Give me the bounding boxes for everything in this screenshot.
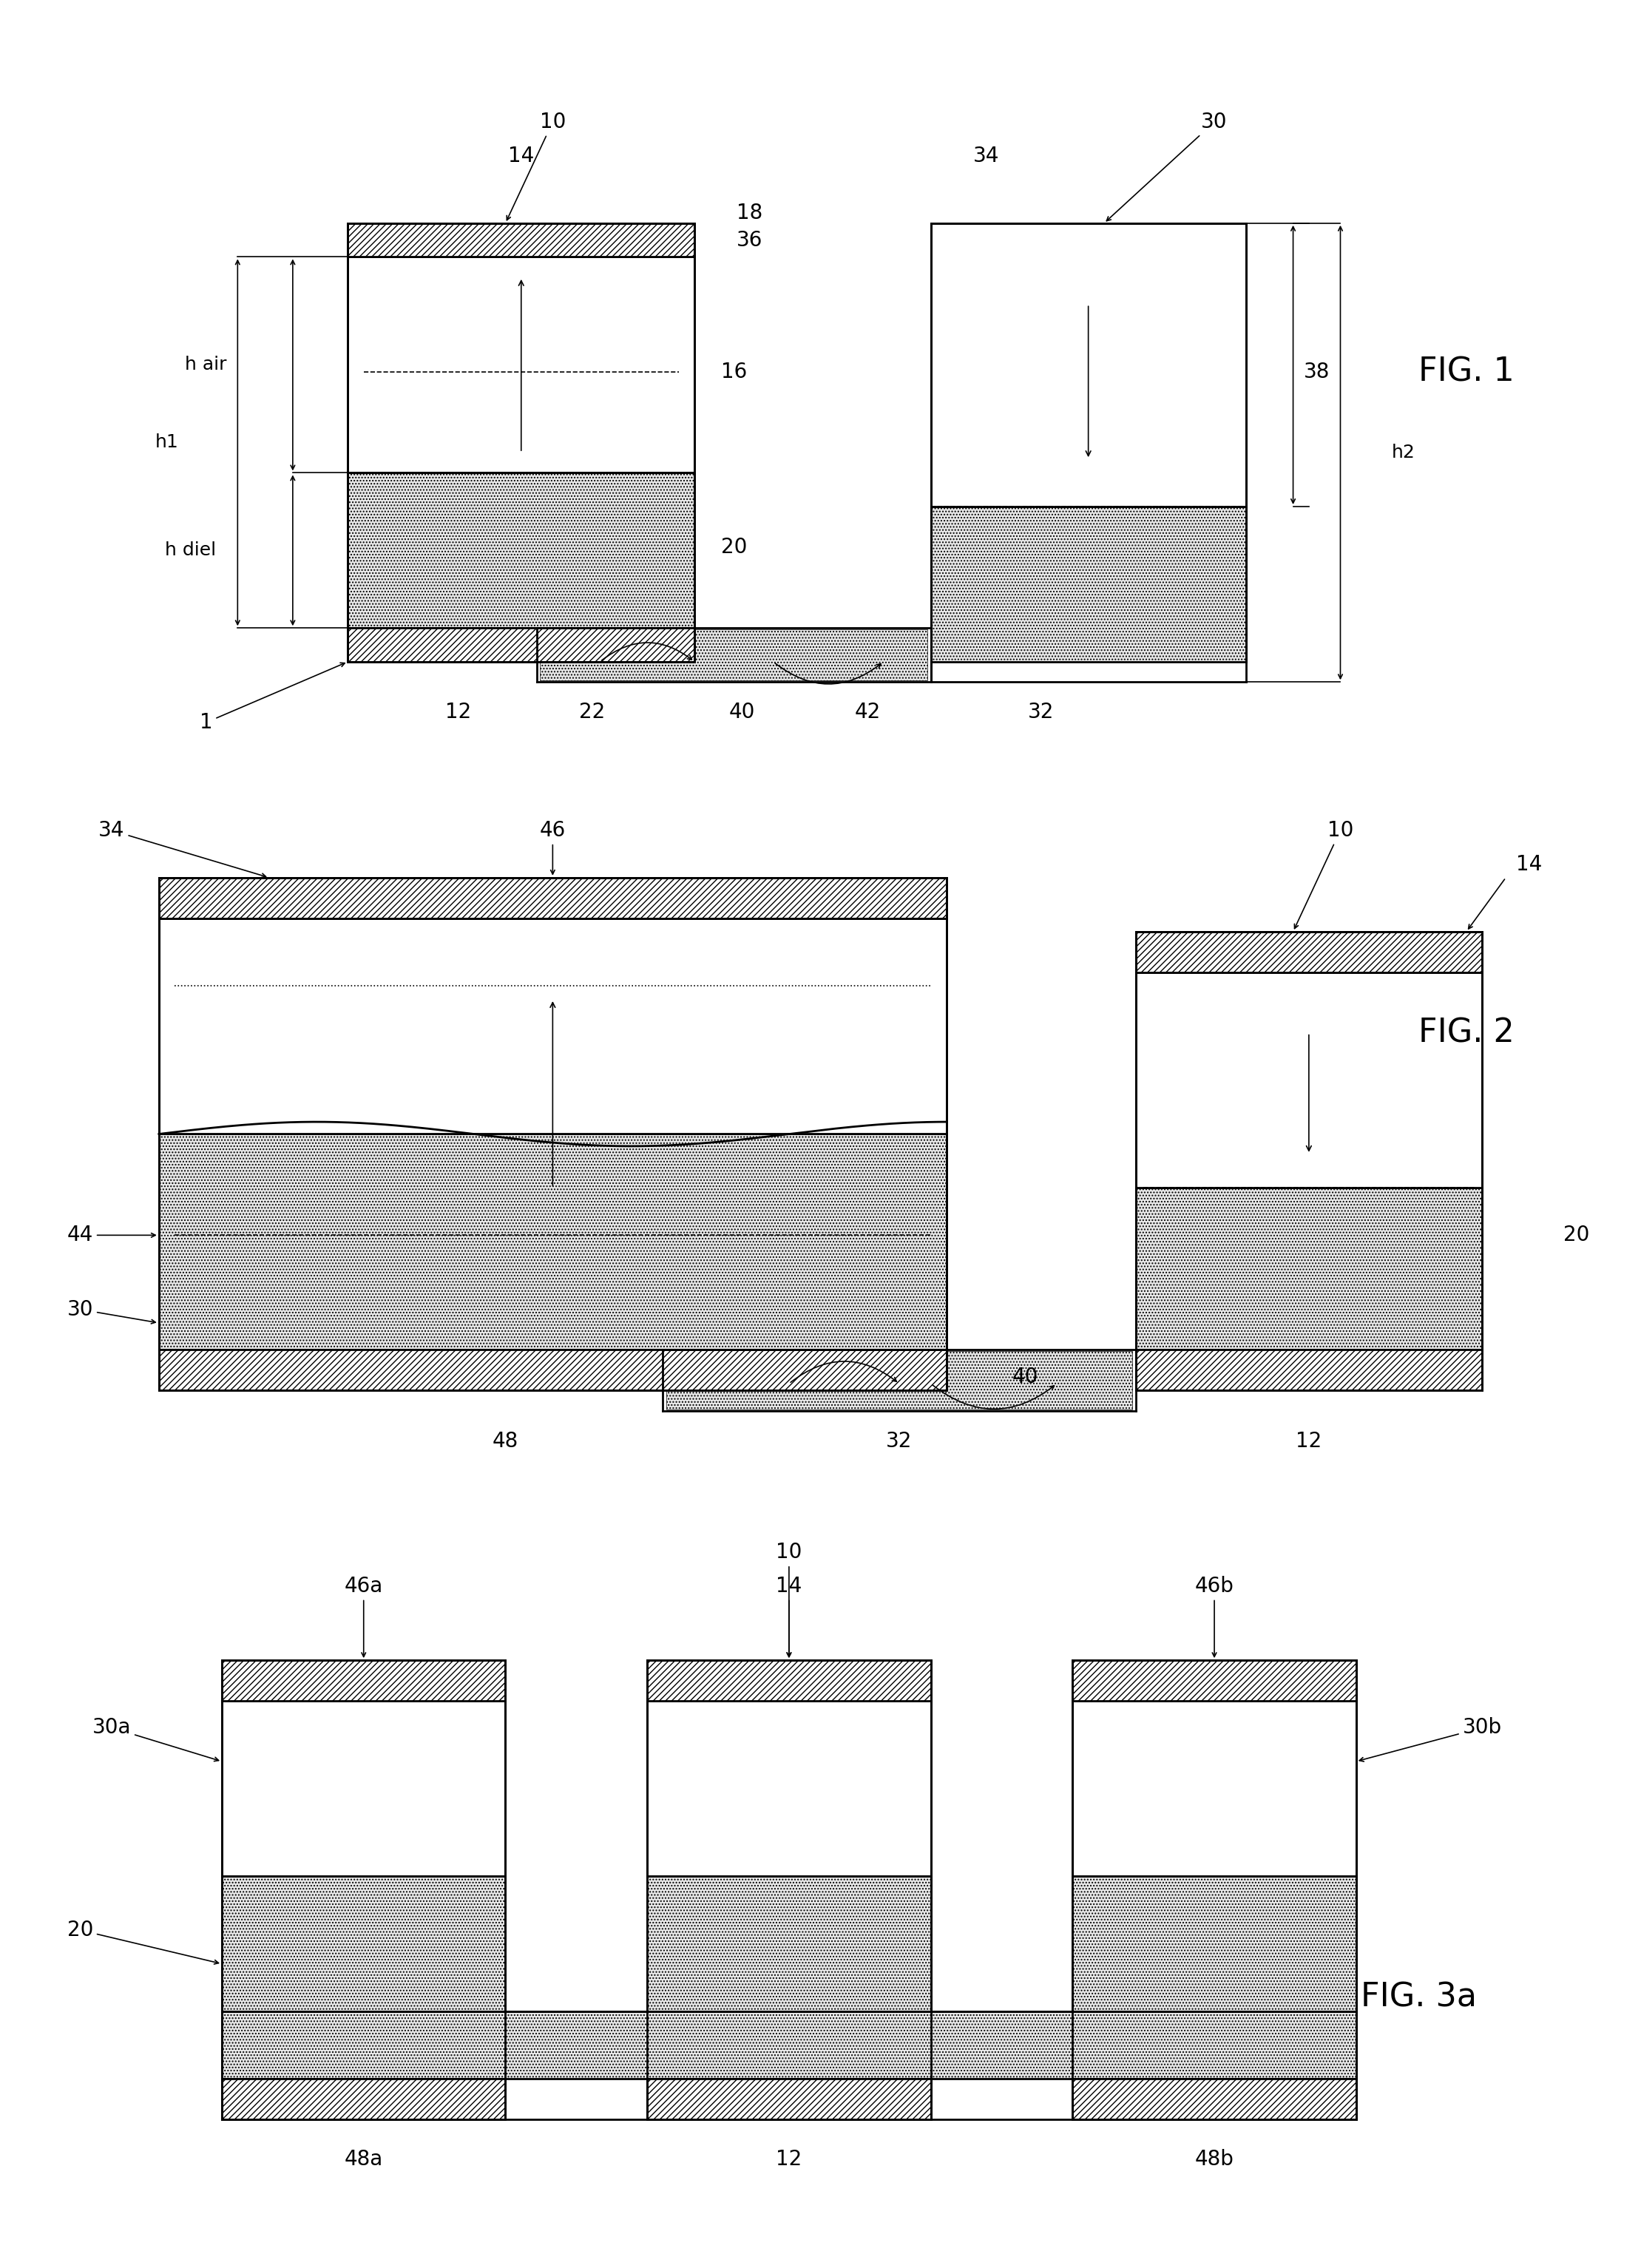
Text: 12: 12 (776, 2150, 802, 2170)
Bar (1073, 1701, 1355, 1876)
Bar (647, 2077, 930, 2118)
Text: h air: h air (185, 356, 226, 374)
Bar (159, 919, 947, 1134)
Bar (1073, 2077, 1355, 2118)
Text: 48b: 48b (1195, 2150, 1234, 2170)
Text: 18: 18 (737, 202, 763, 225)
Bar (647, 1876, 930, 2012)
Text: 48: 48 (492, 1431, 519, 1452)
Text: 10: 10 (507, 111, 566, 220)
Bar (348, 222, 694, 256)
Text: 32: 32 (886, 1431, 912, 1452)
Bar (159, 1349, 947, 1390)
Text: 14: 14 (1516, 853, 1543, 875)
Text: 30: 30 (67, 1300, 156, 1325)
Bar (1136, 973, 1482, 1188)
Bar (348, 472, 694, 628)
Bar (159, 1134, 947, 1349)
Text: 12: 12 (1296, 1431, 1323, 1452)
Bar (222, 2012, 1355, 2077)
Bar (222, 1876, 505, 2012)
Text: 20: 20 (720, 538, 747, 558)
Text: 10: 10 (1295, 821, 1354, 928)
Text: 34: 34 (98, 821, 266, 878)
Text: 46: 46 (540, 821, 566, 873)
Text: 10: 10 (776, 1542, 802, 1658)
Bar (930, 222, 1246, 506)
Text: 44: 44 (67, 1225, 156, 1245)
Bar (222, 1701, 505, 1876)
Text: 48a: 48a (345, 2150, 382, 2170)
Text: h diel: h diel (164, 542, 217, 560)
Text: 36: 36 (737, 229, 763, 249)
Bar (647, 1701, 930, 1876)
Text: 46b: 46b (1195, 1576, 1234, 1658)
Bar (930, 506, 1246, 662)
Text: 12: 12 (445, 703, 471, 723)
Text: 38: 38 (1303, 361, 1329, 381)
Text: h1: h1 (154, 433, 179, 451)
Text: 34: 34 (973, 145, 999, 166)
Bar (222, 1660, 505, 1701)
Bar (348, 628, 694, 662)
Bar (1136, 932, 1482, 973)
Bar (647, 1660, 930, 1701)
Text: 16: 16 (720, 361, 747, 381)
Bar (540, 628, 927, 680)
Text: 20: 20 (1564, 1225, 1590, 1245)
Bar (1073, 1660, 1355, 1701)
Text: 40: 40 (1012, 1368, 1039, 1388)
Text: 40: 40 (729, 703, 755, 723)
Text: 22: 22 (579, 703, 606, 723)
Text: 14: 14 (776, 1576, 802, 1658)
Bar (1073, 1876, 1355, 2012)
Text: FIG. 3a: FIG. 3a (1360, 1982, 1477, 2014)
Bar (159, 878, 947, 919)
Bar (1136, 1188, 1482, 1349)
Text: 42: 42 (855, 703, 881, 723)
Text: FIG. 1: FIG. 1 (1418, 356, 1515, 388)
Text: 30: 30 (1106, 111, 1227, 220)
Text: 20: 20 (67, 1919, 218, 1964)
Text: 1: 1 (200, 662, 345, 733)
Text: 46a: 46a (345, 1576, 382, 1658)
Text: FIG. 2: FIG. 2 (1418, 1016, 1515, 1048)
Bar (348, 256, 694, 472)
Text: 30a: 30a (92, 1717, 218, 1762)
Text: 30b: 30b (1359, 1717, 1502, 1762)
Bar (666, 1352, 1132, 1408)
Text: 32: 32 (1027, 703, 1054, 723)
Bar (1136, 1349, 1482, 1390)
Text: h2: h2 (1392, 445, 1415, 460)
Bar (222, 2077, 505, 2118)
Text: 14: 14 (509, 145, 535, 166)
